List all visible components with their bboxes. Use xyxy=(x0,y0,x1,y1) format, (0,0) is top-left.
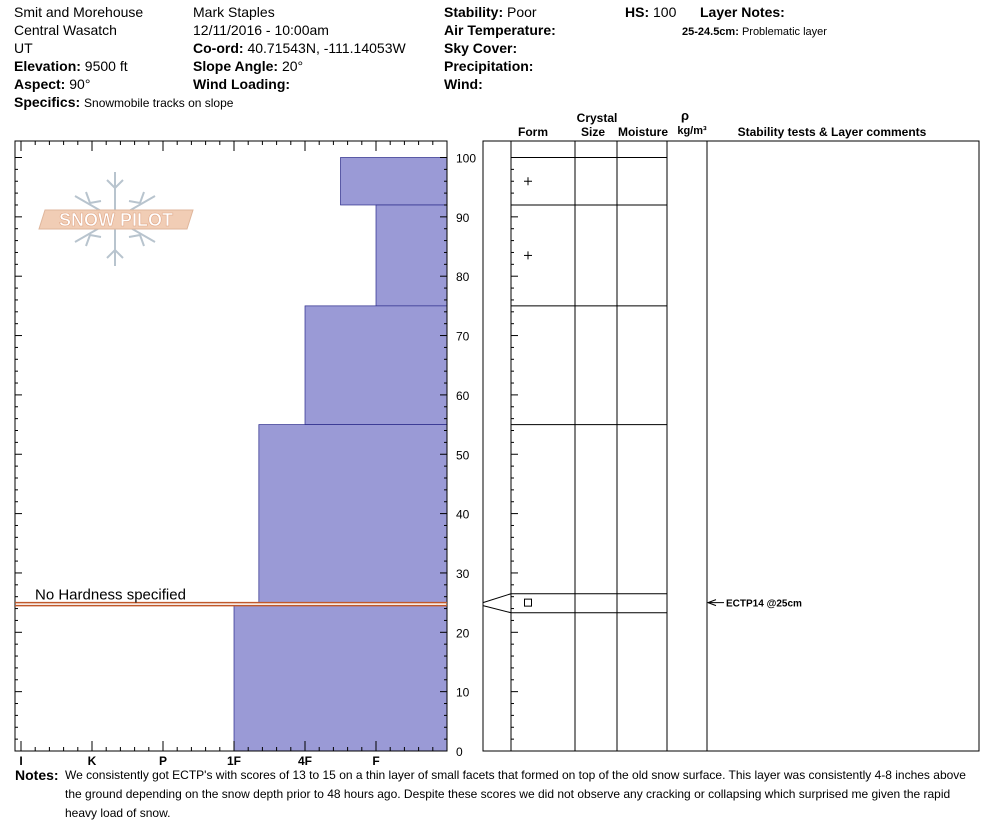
y-tick-label: 20 xyxy=(456,626,470,640)
elevation-label: Elevation: xyxy=(14,58,81,74)
notes-label: Notes: xyxy=(15,767,59,783)
crystal-form-square xyxy=(524,598,532,607)
rho-header: ρ xyxy=(681,108,689,123)
hardness-layers xyxy=(233,157,448,752)
logo-text: SNOW PILOT xyxy=(59,210,173,230)
observer: Mark Staples xyxy=(193,4,275,20)
hardness-bar-3 xyxy=(258,424,448,603)
y-tick-label: 70 xyxy=(456,330,470,344)
layer-note-range: 25-24.5cm: xyxy=(682,26,739,38)
specifics-label: Specifics: xyxy=(14,94,81,110)
stability-test-annotations: ECTP14 @25cm xyxy=(706,599,802,610)
stability-test-arrow xyxy=(706,599,717,607)
specifics-value: Snowmobile tracks on slope xyxy=(84,96,234,110)
y-tick-label: 80 xyxy=(456,270,470,284)
snow-profile-chart: SNOW PILOT No Hardness specified 0 10 20 30… xyxy=(14,108,980,765)
aspect: Aspect: 90° xyxy=(14,75,90,93)
slope-label: Slope Angle: xyxy=(193,58,279,74)
x-tick-label: P xyxy=(159,754,167,765)
sky-cover: Sky Cover: xyxy=(444,39,517,57)
sky-label: Sky Cover: xyxy=(444,40,518,56)
hs-label: HS: xyxy=(625,4,650,20)
stability-label: Stability: xyxy=(444,4,504,20)
x-tick-label: F xyxy=(372,754,379,765)
x-tick-label: 1F xyxy=(227,754,241,765)
depth-axis: 0 10 20 30 40 50 60 70 80 90 100 xyxy=(15,152,476,759)
snowpilot-logo: SNOW PILOT xyxy=(38,172,194,266)
location: Smit and Morehouse xyxy=(14,4,144,20)
layer-connector xyxy=(482,593,512,604)
crystal-header: Crystal xyxy=(577,111,618,125)
x-tick-label: 4F xyxy=(298,754,312,765)
density-header: kg/m³ xyxy=(677,125,707,137)
aspect-value: 90° xyxy=(69,76,91,92)
wind-loading: Wind Loading: xyxy=(193,75,290,93)
stability-tests-header: Stability tests & Layer comments xyxy=(738,125,927,139)
layer-note-entry: 25-24.5cm: Problematic layer xyxy=(682,23,827,41)
air-temp-label: Air Temperature: xyxy=(444,22,556,38)
x-tick-label: I xyxy=(19,754,22,765)
y-tick-label: 30 xyxy=(456,567,470,581)
precipitation: Precipitation: xyxy=(444,57,533,75)
notes-text: We consistently got ECTP's with scores o… xyxy=(65,768,966,820)
coord-label: Co-ord: xyxy=(193,40,244,56)
coordinates: Co-ord: 40.71543N, -111.14053W xyxy=(193,39,406,57)
specifics: Specifics: Snowmobile tracks on slope xyxy=(14,93,233,112)
layer-note-text: Problematic layer xyxy=(741,26,827,38)
crystal-form-markers xyxy=(524,177,532,607)
y-tick-label: 100 xyxy=(456,152,476,166)
hs: HS: 100 xyxy=(625,3,676,21)
moisture-header: Moisture xyxy=(618,125,668,139)
size-header: Size xyxy=(581,125,605,139)
datetime: 12/11/2016 - 10:00am xyxy=(193,22,329,38)
hardness-bar-4 xyxy=(233,605,448,752)
stability-value: Poor xyxy=(507,4,537,20)
precip-label: Precipitation: xyxy=(444,58,534,74)
stability: Stability: Poor xyxy=(444,3,537,21)
wind-label: Wind: xyxy=(444,76,483,92)
hardness-axis: I K P 1F 4F F xyxy=(19,141,448,765)
hardness-plot-frame: No Hardness specified xyxy=(14,140,448,752)
state: UT xyxy=(14,40,33,56)
form-header: Form xyxy=(518,125,548,139)
notes: Notes: We consistently got ECTP's with s… xyxy=(15,766,985,820)
coord-value: 40.71543N, -111.14053W xyxy=(247,40,406,56)
hardness-bar-2 xyxy=(304,305,448,425)
hs-value: 100 xyxy=(653,4,677,20)
slope-angle: Slope Angle: 20° xyxy=(193,57,303,75)
layer-connector xyxy=(482,605,512,614)
y-tick-label: 40 xyxy=(456,508,470,522)
range: Central Wasatch xyxy=(14,22,117,38)
x-tick-label: K xyxy=(88,754,97,765)
layer-notes: Layer Notes: xyxy=(700,3,785,21)
hardness-bar-1 xyxy=(375,204,448,307)
wind-loading-label: Wind Loading: xyxy=(193,76,291,92)
stability-test-label: ECTP14 @25cm xyxy=(726,599,802,610)
aspect-label: Aspect: xyxy=(14,76,66,92)
y-tick-label: 0 xyxy=(456,745,463,759)
table-border xyxy=(482,140,980,752)
y-tick-label: 90 xyxy=(456,211,470,225)
no-hardness-label: No Hardness specified xyxy=(35,587,186,604)
elevation-value: 9500 ft xyxy=(84,58,128,74)
layer-table xyxy=(482,140,980,752)
air-temperature: Air Temperature: xyxy=(444,21,556,39)
wind: Wind: xyxy=(444,75,483,93)
layer-notes-label: Layer Notes: xyxy=(700,4,785,20)
y-tick-label: 60 xyxy=(456,389,470,403)
y-tick-label: 10 xyxy=(456,686,470,700)
plot-border xyxy=(14,140,448,752)
elevation: Elevation: 9500 ft xyxy=(14,57,128,75)
y-tick-label: 50 xyxy=(456,448,470,462)
slope-value: 20° xyxy=(281,58,304,74)
hardness-bar-0 xyxy=(340,157,448,206)
